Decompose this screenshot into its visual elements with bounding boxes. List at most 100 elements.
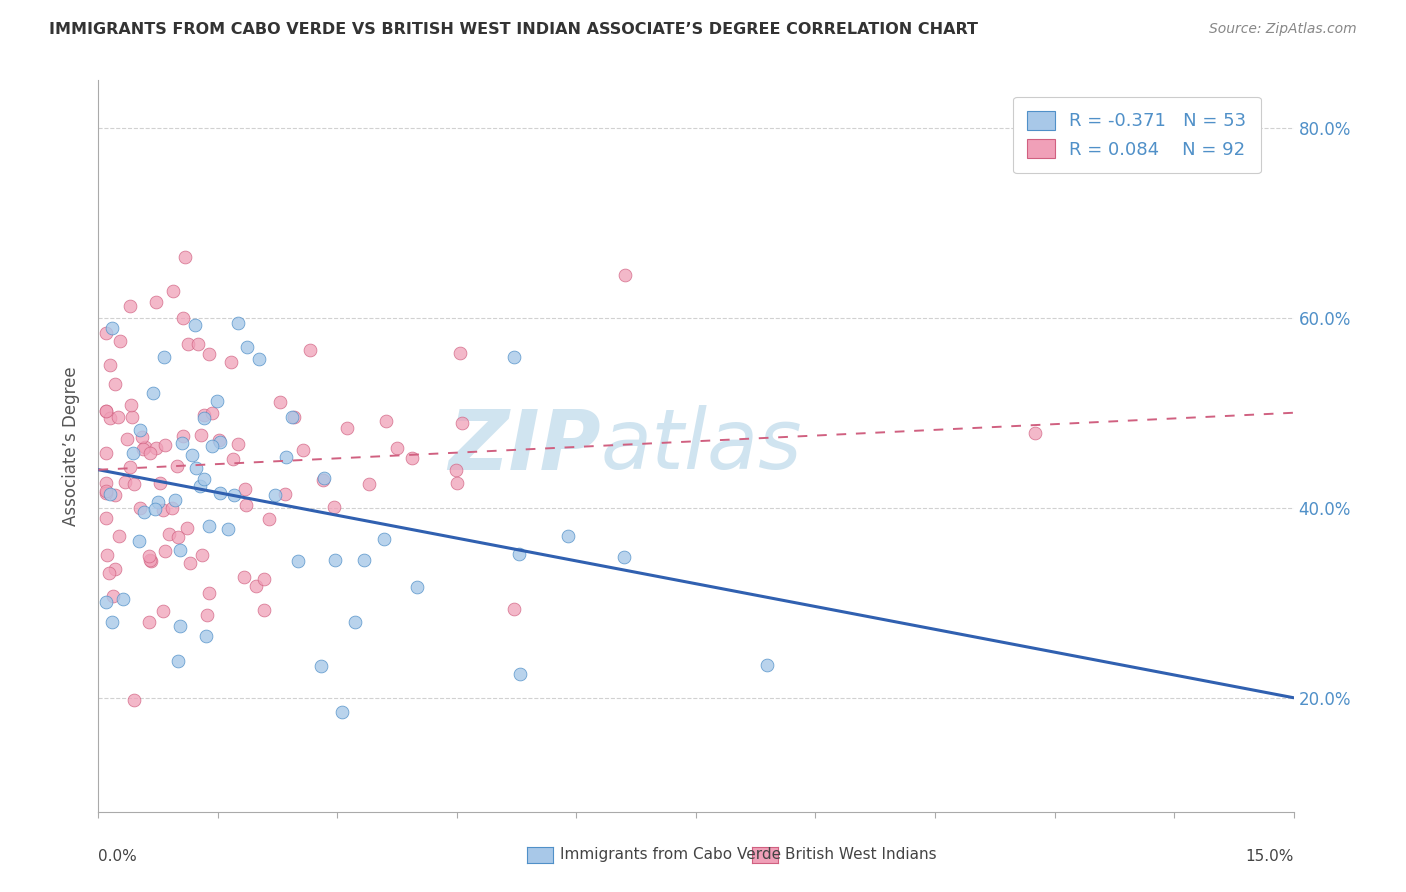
Point [298, 343, 321, 357]
Text: British West Indians: British West Indians [785, 847, 936, 862]
Point [153, 351, 176, 365]
Point [205, 393, 228, 408]
Point [120, 459, 142, 474]
Point [134, 441, 156, 455]
Point [359, 476, 381, 491]
Point [323, 553, 346, 567]
Point [172, 435, 194, 450]
Point [292, 442, 315, 457]
Point [104, 377, 127, 392]
Point [132, 442, 155, 456]
Point [503, 602, 526, 616]
Point [153, 438, 176, 452]
Point [139, 554, 162, 568]
Point [614, 268, 637, 283]
Point [149, 476, 172, 491]
Point [253, 572, 276, 586]
Point [406, 580, 429, 594]
Point [508, 547, 530, 561]
Point [184, 461, 207, 475]
Point [281, 409, 304, 424]
Point [1024, 425, 1046, 440]
Point [128, 533, 150, 548]
Point [198, 347, 221, 361]
Point [162, 284, 184, 298]
Point [122, 693, 145, 707]
Point [502, 350, 524, 364]
Point [162, 501, 184, 516]
Point [263, 488, 285, 502]
Point [509, 667, 531, 681]
Point [122, 477, 145, 491]
Point [219, 355, 242, 369]
Text: Source: ZipAtlas.com: Source: ZipAtlas.com [1209, 22, 1357, 37]
Point [134, 505, 156, 519]
Point [201, 439, 224, 453]
Point [128, 501, 150, 516]
Point [177, 336, 200, 351]
Point [373, 532, 395, 546]
Point [96, 404, 118, 418]
Point [190, 428, 212, 442]
Point [247, 352, 270, 367]
Text: atlas: atlas [600, 406, 801, 486]
Point [173, 250, 195, 264]
Point [146, 495, 169, 509]
Point [96, 326, 118, 340]
Point [187, 337, 209, 351]
Point [193, 408, 215, 422]
Point [183, 318, 205, 332]
Point [131, 430, 153, 444]
Point [96, 548, 118, 562]
Point [613, 549, 636, 564]
Point [343, 615, 366, 629]
Point [172, 310, 194, 325]
Text: 15.0%: 15.0% [1246, 849, 1294, 863]
Point [96, 404, 118, 418]
Point [233, 482, 256, 496]
Point [253, 603, 276, 617]
Point [756, 657, 779, 672]
Point [112, 591, 135, 606]
Point [226, 316, 249, 330]
Point [198, 519, 221, 533]
Point [353, 553, 375, 567]
Point [330, 705, 353, 719]
Point [180, 448, 202, 462]
Point [166, 530, 188, 544]
Point [209, 486, 232, 500]
Point [96, 475, 118, 490]
Point [191, 548, 214, 562]
Point [276, 450, 298, 464]
Point [145, 441, 167, 455]
Point [120, 398, 142, 412]
Point [387, 442, 409, 456]
Point [101, 589, 124, 603]
Point [283, 410, 305, 425]
Point [167, 655, 190, 669]
Point [110, 334, 132, 348]
Point [138, 549, 160, 564]
Point [145, 294, 167, 309]
Point [138, 615, 160, 630]
Point [195, 608, 218, 623]
Point [163, 492, 186, 507]
Point [172, 429, 194, 443]
Point [193, 472, 215, 486]
Point [245, 579, 267, 593]
Point [104, 488, 127, 502]
Point [309, 659, 332, 673]
Point [323, 500, 346, 514]
Point [446, 475, 468, 490]
Text: ZIP: ZIP [447, 406, 600, 486]
Point [143, 501, 166, 516]
Point [312, 471, 335, 485]
Point [451, 417, 474, 431]
Point [98, 410, 121, 425]
Point [100, 487, 122, 501]
Point [557, 529, 579, 543]
Text: IMMIGRANTS FROM CABO VERDE VS BRITISH WEST INDIAN ASSOCIATE’S DEGREE CORRELATION: IMMIGRANTS FROM CABO VERDE VS BRITISH WE… [49, 22, 979, 37]
Point [235, 498, 257, 512]
Point [129, 423, 152, 437]
Point [336, 420, 359, 434]
